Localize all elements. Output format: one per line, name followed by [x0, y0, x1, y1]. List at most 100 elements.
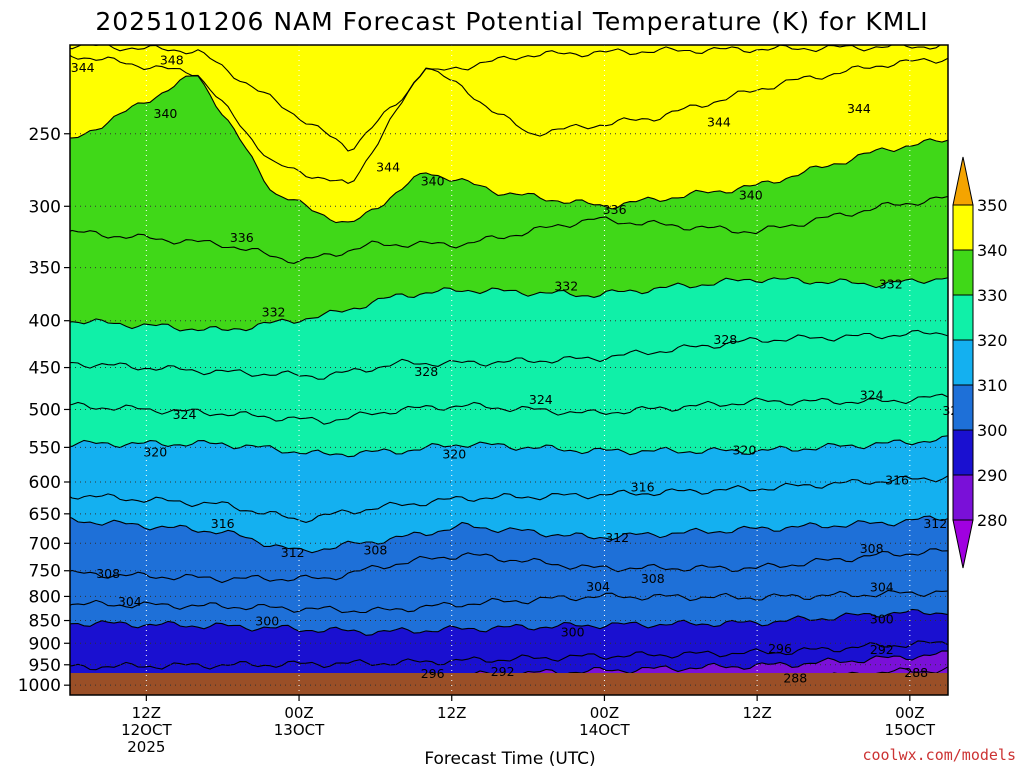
y-tick-label: 650 — [29, 505, 61, 525]
contour-label: 308 — [860, 541, 884, 556]
isentrope-336 — [70, 195, 948, 264]
y-tick-label: 800 — [29, 587, 61, 607]
y-tick-label: 750 — [29, 562, 61, 582]
contour-label: 328 — [713, 332, 737, 347]
y-tick-label: 400 — [29, 312, 61, 332]
x-tick-label: 12OCT — [121, 721, 172, 739]
contour-label: 336 — [603, 202, 627, 217]
contour-label: 332 — [879, 276, 903, 291]
contour-label: 300 — [561, 625, 585, 640]
colorbar-segment — [952, 294, 974, 341]
isentrope-304 — [70, 589, 948, 614]
contour-label: 320 — [143, 444, 167, 459]
isentrope-328 — [70, 329, 948, 380]
isentrope-320 — [70, 435, 948, 458]
colorbar-segment — [952, 384, 974, 431]
y-tick-label: 350 — [29, 259, 61, 279]
contour-label: 288 — [904, 665, 928, 680]
isentrope-312 — [70, 515, 948, 554]
contour-label: 344 — [376, 159, 400, 174]
ground-terrain — [70, 673, 948, 695]
colorbar-segment — [952, 474, 974, 521]
contour-label: 340 — [739, 188, 763, 203]
colorbar-segment — [952, 339, 974, 386]
contour-label: 308 — [96, 566, 120, 581]
x-tick-label: 15OCT — [885, 721, 936, 739]
x-tick-label: 12Z — [132, 704, 161, 722]
x-tick-label: 13OCT — [274, 721, 325, 739]
x-tick-label: 00Z — [590, 704, 619, 722]
isentrope-308 — [70, 548, 948, 584]
colorbar-label: 280 — [977, 511, 1008, 530]
x-axis-label: Forecast Time (UTC) — [424, 749, 595, 768]
isentrope-332 — [70, 276, 948, 332]
grid-lines — [70, 45, 948, 695]
y-tick-label: 1000 — [18, 676, 61, 696]
contour-label: 300 — [870, 612, 894, 627]
y-tick-label: 250 — [29, 125, 61, 145]
x-tick-label: 00Z — [895, 704, 924, 722]
y-tick-label: 300 — [29, 197, 61, 217]
contour-label: 312 — [605, 530, 629, 545]
contour-label: 324 — [173, 407, 197, 422]
contour-label: 344 — [847, 101, 871, 116]
contour-label: 304 — [586, 579, 610, 594]
isentrope-340 — [70, 75, 948, 224]
contour-label: 332 — [554, 278, 578, 293]
chart-title: 2025101206 NAM Forecast Potential Temper… — [95, 7, 928, 36]
contour-label: 344 — [707, 114, 731, 129]
y-tick-label: 550 — [29, 438, 61, 458]
source-note: coolwx.com/models — [862, 746, 1016, 764]
y-axis: 2503003504004505005506006507007508008509… — [18, 125, 70, 696]
contour-label: 344 — [71, 60, 95, 75]
isentrope-300 — [70, 608, 948, 636]
contour-label: 328 — [414, 364, 438, 379]
colorbar-segment — [952, 249, 974, 296]
contour-label: 304 — [870, 579, 894, 594]
x-tick-label: 12Z — [742, 704, 771, 722]
colorbar-segment — [952, 204, 974, 251]
contour-label: 292 — [491, 664, 515, 679]
contour-label: 312 — [923, 516, 947, 531]
isentrope-344 — [70, 54, 948, 185]
y-tick-label: 950 — [29, 656, 61, 676]
plot-frame — [69, 44, 949, 696]
colorbar-label: 350 — [977, 196, 1008, 215]
contour-label: 304 — [118, 594, 142, 609]
colorbar-label: 290 — [977, 466, 1008, 485]
contour-label: 340 — [154, 106, 178, 121]
contour-label: 332 — [262, 305, 286, 320]
colorbar-extend-min — [952, 519, 974, 569]
colorbar: 280 290 300 310 320 330 340 350 — [952, 156, 1008, 569]
contour-label: 340 — [421, 174, 445, 189]
contour-label: 348 — [160, 53, 184, 68]
y-tick-label: 450 — [29, 359, 61, 379]
contour-label: 336 — [230, 230, 254, 245]
contour-label: 296 — [421, 666, 445, 681]
x-tick-label: 12Z — [437, 704, 466, 722]
isentrope-296 — [70, 640, 948, 671]
contour-label: 316 — [631, 479, 655, 494]
colorbar-label: 320 — [977, 331, 1008, 350]
contour-label: 308 — [363, 543, 387, 558]
y-tick-label: 500 — [29, 400, 61, 420]
isentrope-324 — [70, 393, 948, 425]
contour-label: 320 — [732, 442, 756, 457]
x-tick-label: 2025 — [127, 738, 165, 756]
contour-label: 300 — [255, 613, 279, 628]
colorbar-segment — [952, 429, 974, 476]
contour-label: 288 — [783, 670, 807, 685]
contour-label: 316 — [211, 516, 235, 531]
contour-label: 296 — [768, 641, 792, 656]
y-tick-label: 900 — [29, 634, 61, 654]
isentrope-348 — [70, 45, 942, 152]
colorbar-label: 310 — [977, 376, 1008, 395]
colorbar-label: 300 — [977, 421, 1008, 440]
contour-fill — [70, 45, 948, 695]
colorbar-label: 340 — [977, 241, 1008, 260]
contour-labels: 348 344 340 344 344 344 340 340 336 336 332 332 332 3… — [71, 53, 967, 686]
contour-label: 324 — [860, 388, 884, 403]
colorbar-extend-max — [952, 156, 974, 206]
y-tick-label: 700 — [29, 534, 61, 554]
